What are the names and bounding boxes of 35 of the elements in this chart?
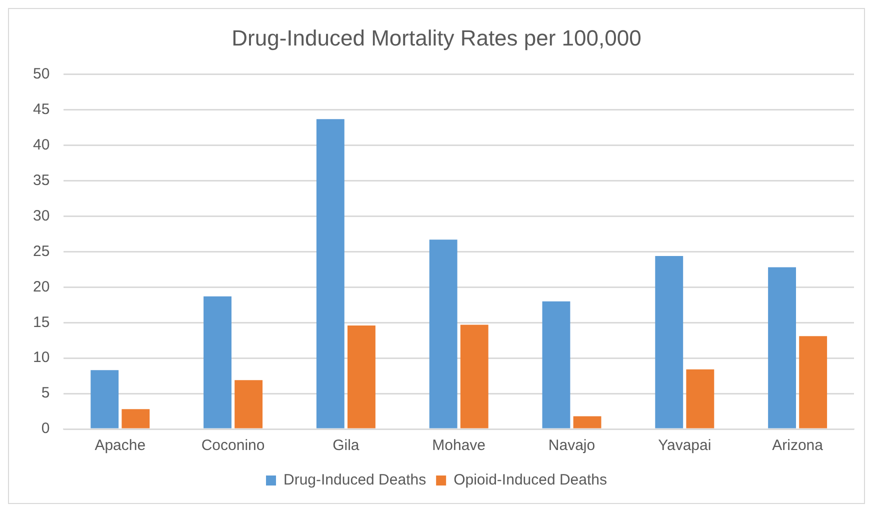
bar bbox=[460, 324, 488, 428]
x-tick-label: Navajo bbox=[548, 437, 596, 454]
y-tick-label: 35 bbox=[32, 172, 50, 189]
x-tick-label: Coconino bbox=[201, 437, 265, 454]
legend-label: Drug-Induced Deaths bbox=[283, 472, 426, 489]
bar bbox=[234, 380, 263, 428]
legend-label: Opioid-Induced Deaths bbox=[454, 472, 608, 489]
bar bbox=[90, 370, 119, 428]
bar bbox=[655, 256, 684, 428]
bar bbox=[204, 296, 232, 428]
y-tick-label: 20 bbox=[32, 278, 50, 296]
chart-title: Drug-Induced Mortality Rates per 100,000 bbox=[232, 25, 642, 50]
x-tick-label: Yavapai bbox=[658, 437, 712, 454]
y-tick-label: 45 bbox=[32, 101, 50, 118]
x-tick-label: Mohave bbox=[432, 437, 486, 454]
bar bbox=[347, 325, 376, 428]
bar bbox=[573, 416, 602, 428]
bar bbox=[429, 240, 458, 428]
y-tick-label: 0 bbox=[41, 420, 50, 438]
y-tick-label: 30 bbox=[32, 207, 50, 224]
y-tick-label: 5 bbox=[41, 384, 50, 402]
y-tick-label: 50 bbox=[32, 66, 50, 83]
y-tick-label: 25 bbox=[32, 242, 50, 260]
bar bbox=[686, 369, 714, 428]
y-tick-label: 10 bbox=[32, 349, 50, 366]
x-tick-label: Arizona bbox=[772, 437, 824, 454]
bar bbox=[122, 409, 150, 428]
x-tick-label: Apache bbox=[94, 437, 146, 454]
y-tick-label: 15 bbox=[32, 314, 50, 331]
bar bbox=[542, 301, 570, 428]
bar bbox=[799, 336, 828, 428]
y-tick-label: 40 bbox=[32, 136, 50, 154]
bar bbox=[316, 119, 344, 428]
x-tick-label: Gila bbox=[332, 437, 360, 454]
bar bbox=[768, 267, 796, 428]
